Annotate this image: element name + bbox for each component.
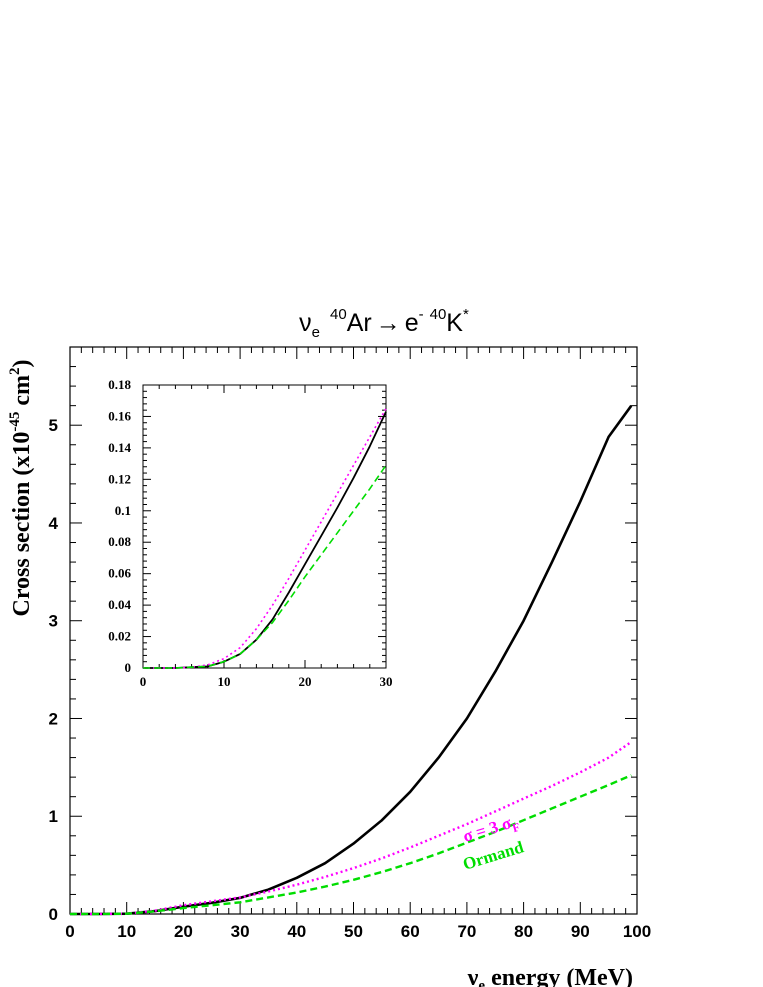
y-tick-label: 1 [49,807,58,826]
y-tick-label: 0.06 [108,566,131,581]
x-tick-label: 0 [65,922,74,941]
x-tick-label: 60 [401,922,420,941]
chart-title: νe40Ar → e- 40K* [299,306,469,341]
x-tick-label: 20 [174,922,193,941]
series-line-dotted [70,740,632,916]
y-tick-label: 0.1 [115,503,131,518]
y-tick-label: 0 [49,905,58,924]
inset-y-tick-labels: 0 0.02 0.04 0.06 0.08 0.1 0.12 0.14 0.16 0.18 [108,377,131,675]
series-line-dashed [143,464,387,669]
main-x-tick-labels: 0 10 20 30 40 50 60 70 80 90 100 [65,922,651,941]
x-tick-label: 70 [457,922,476,941]
x-tick-label: 10 [218,674,231,689]
x-tick-label: 90 [571,922,590,941]
series-line-dashed [70,774,632,916]
main-series-lines [70,404,633,916]
x-tick-label: 100 [623,922,651,941]
x-tick-label: 30 [231,922,250,941]
x-axis-label: νe energy (MeV) [467,965,633,987]
y-tick-label: 0.02 [108,629,131,644]
x-tick-label: 80 [514,922,533,941]
inset-plot-frame [142,384,387,669]
y-tick-label: 0.16 [108,408,131,423]
main-axis-ticks [69,346,638,915]
series-line-dotted [143,408,387,669]
y-tick-label: 4 [49,514,59,533]
y-tick-label: 0.04 [108,597,131,612]
x-tick-label: 50 [344,922,363,941]
y-tick-label: 0.08 [108,534,131,549]
y-axis-label: Cross section (x10-45 cm2) [7,359,35,616]
x-tick-label: 20 [299,674,312,689]
y-tick-label: 0.12 [108,471,131,486]
y-tick-label: 3 [49,612,58,631]
inset-x-tick-labels: 0 10 20 30 [140,674,393,689]
y-tick-label: 2 [49,709,58,728]
y-tick-label: 5 [49,416,58,435]
x-tick-label: 30 [380,674,393,689]
y-tick-label: 0.18 [108,377,131,392]
x-tick-label: 40 [287,922,306,941]
y-tick-label: 0 [125,660,132,675]
y-tick-label: 0.14 [108,440,131,455]
inset-series-lines [143,408,387,669]
x-tick-label: 10 [117,922,136,941]
main-y-tick-labels: 0 1 2 3 4 5 [49,416,59,924]
x-tick-label: 0 [140,674,147,689]
